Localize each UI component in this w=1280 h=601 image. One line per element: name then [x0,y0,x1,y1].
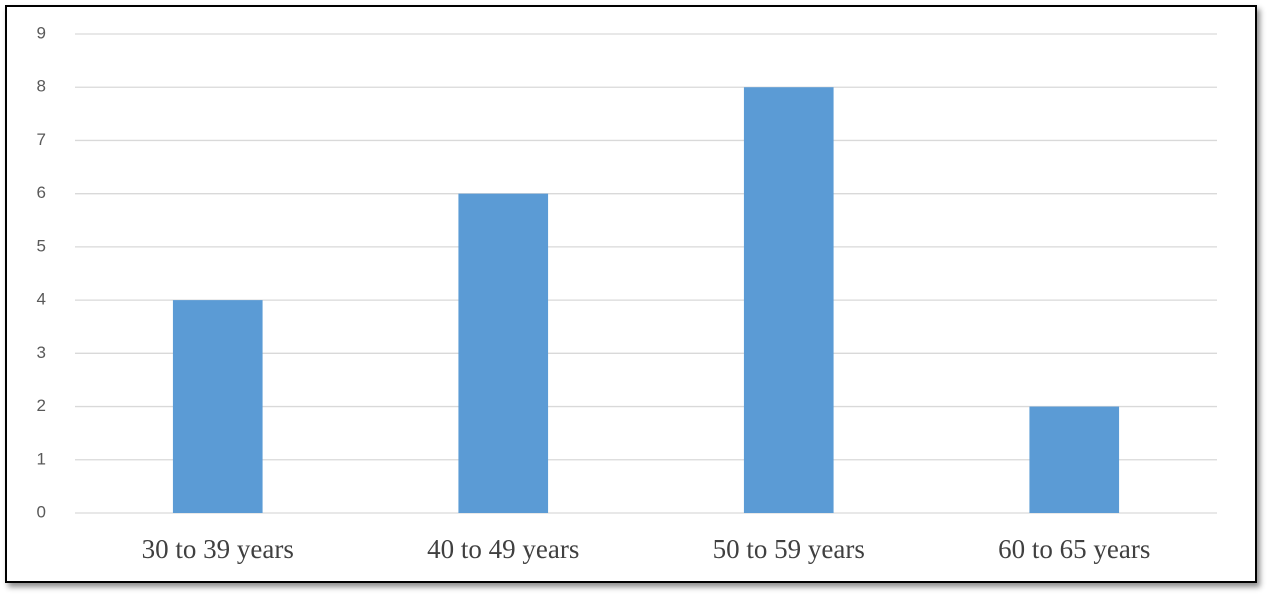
y-tick-label: 1 [37,449,46,468]
y-tick-label: 0 [37,502,46,521]
bar [743,87,834,513]
x-tick-label: 40 to 49 years [427,534,579,564]
bar [458,193,549,513]
y-tick-label: 3 [37,343,46,362]
y-tick-label: 4 [37,290,46,309]
y-tick-label: 6 [37,183,46,202]
y-tick-label: 9 [37,23,46,42]
x-tick-label: 50 to 59 years [713,534,865,564]
bar [172,300,263,513]
y-tick-label: 7 [37,130,46,149]
y-tick-label: 8 [37,77,46,96]
x-tick-label: 60 to 65 years [998,534,1150,564]
y-tick-label: 2 [37,396,46,415]
x-tick-label: 30 to 39 years [142,534,294,564]
bar [1029,406,1120,513]
y-tick-label: 5 [37,236,46,255]
